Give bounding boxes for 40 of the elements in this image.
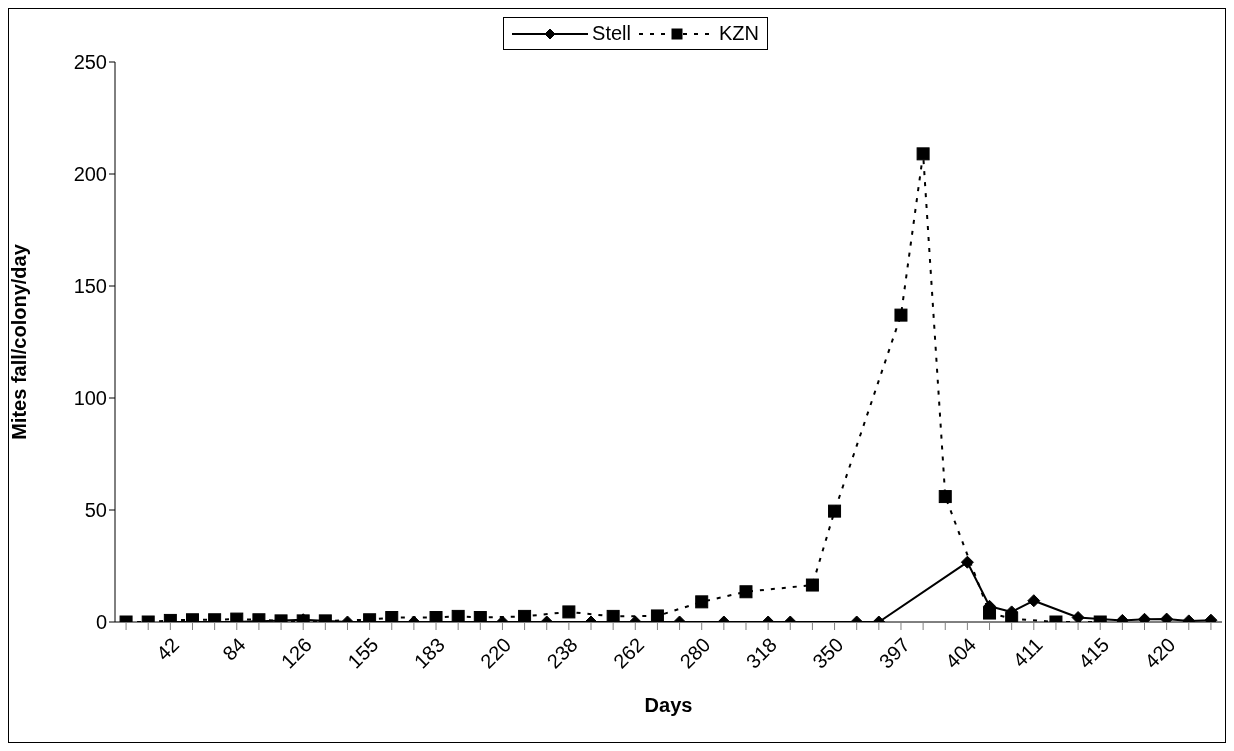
point	[828, 504, 842, 518]
x-tick-label: 126	[276, 633, 317, 673]
x-tick-label: 397	[874, 633, 914, 673]
point	[518, 609, 532, 622]
x-tick-label: 280	[675, 633, 715, 673]
x-tick-label: 220	[476, 633, 516, 673]
y-tick-label: 250	[73, 51, 107, 74]
y-tick-label: 100	[73, 387, 107, 410]
x-tick-label: 84	[218, 633, 250, 665]
point	[960, 555, 974, 569]
x-tick-label: 238	[542, 633, 582, 673]
x-tick-label: 42	[151, 633, 184, 665]
x-axis-title: Days	[644, 694, 693, 716]
point	[1071, 611, 1085, 622]
point	[1005, 612, 1019, 622]
point	[650, 609, 664, 622]
point	[938, 490, 952, 504]
point	[894, 308, 908, 322]
point	[451, 609, 465, 622]
x-tick-label: 404	[941, 633, 981, 673]
point	[916, 147, 930, 161]
legend-label: KZN	[718, 22, 759, 45]
point	[429, 611, 443, 622]
x-tick-label: 415	[1073, 633, 1114, 673]
x-tick-label: 350	[808, 633, 848, 673]
y-tick-label: 200	[73, 163, 107, 186]
y-tick-label: 150	[73, 275, 107, 298]
legend-label: Stell	[592, 22, 631, 45]
x-tick-label: 420	[1140, 633, 1180, 673]
y-tick-label: 50	[84, 499, 107, 522]
x-tick-label: 411	[1008, 633, 1047, 672]
x-tick-label: 183	[409, 633, 449, 673]
y-axis-title: Mites fall/colony/day	[8, 243, 31, 440]
x-tick-label: 262	[609, 633, 649, 673]
x-tick-label: 155	[343, 633, 383, 673]
point	[473, 611, 487, 622]
y-tick-label: 0	[95, 611, 107, 634]
point	[385, 611, 399, 622]
point	[606, 609, 620, 622]
x-tick-label: 318	[741, 633, 781, 673]
